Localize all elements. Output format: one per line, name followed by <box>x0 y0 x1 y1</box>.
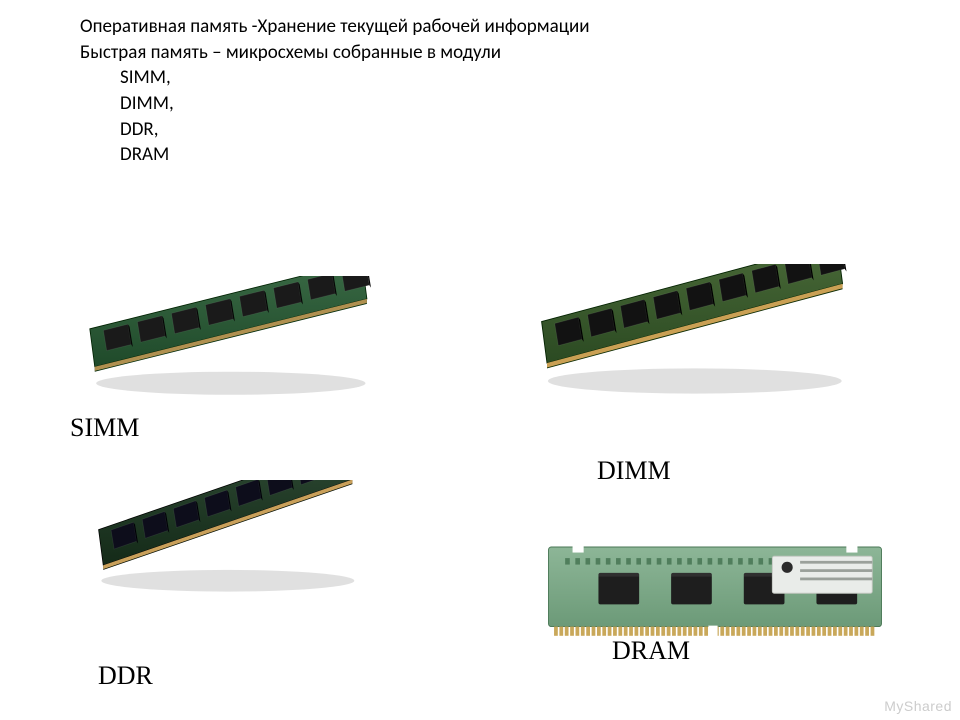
simm-label: SIMM <box>70 413 139 443</box>
ddr-image <box>80 480 390 635</box>
dram-image <box>530 510 900 695</box>
dimm-label: DIMM <box>597 456 671 486</box>
header-item-2: DDR, <box>80 117 590 143</box>
ddr-label: DDR <box>98 661 153 691</box>
header-item-0: SIMM, <box>80 65 590 91</box>
header-text: Оперативная память -Хранение текущей раб… <box>80 14 590 168</box>
dram-label: DRAM <box>612 636 690 666</box>
header-line1: Оперативная память -Хранение текущей раб… <box>80 14 590 40</box>
watermark: MyShared <box>884 698 952 714</box>
header-line2: Быстрая память – микросхемы собранные в … <box>80 40 590 66</box>
dimm-image <box>520 264 880 444</box>
header-item-1: DIMM, <box>80 91 590 117</box>
header-item-3: DRAM <box>80 142 590 168</box>
